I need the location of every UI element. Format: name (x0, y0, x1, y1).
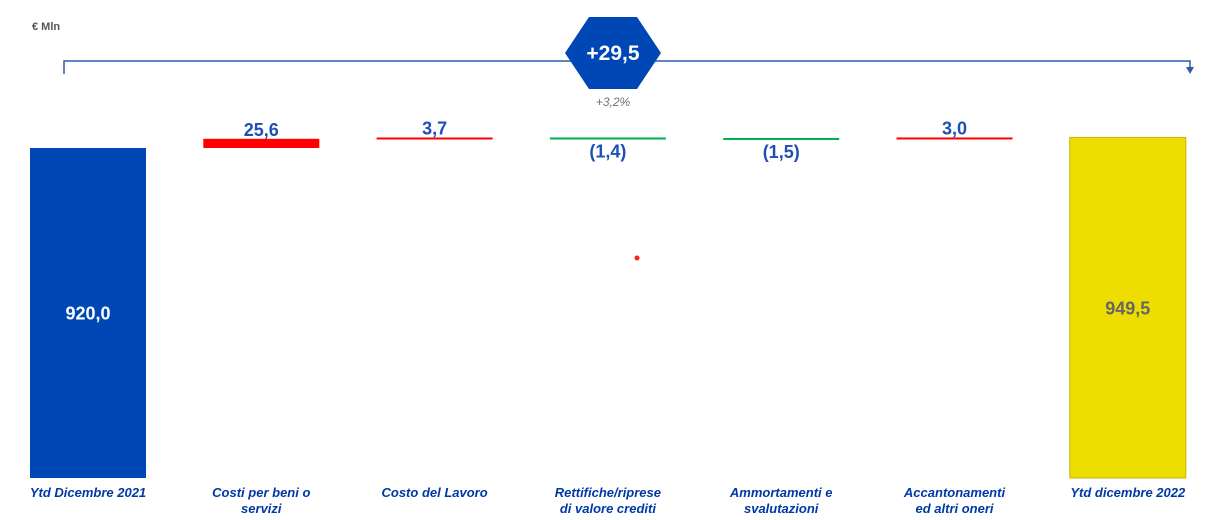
category-label-line: Accantonamenti (903, 485, 1006, 500)
bar-delta (203, 138, 320, 148)
data-label-delta: (1,4) (589, 141, 626, 161)
change-hexagon (565, 17, 661, 89)
category-label: Rettifiche/riprese di valore crediti (555, 485, 661, 516)
data-label-total: 920,0 (65, 304, 110, 324)
category-label-line: svalutazioni (744, 501, 819, 516)
unit-label: € Mln (32, 21, 60, 33)
bar-total (30, 148, 146, 478)
category-label-line: Costi per beni o (212, 485, 310, 500)
category-label-line: Ammortamenti e (729, 485, 833, 500)
category-labels-group: Ytd Dicembre 2021 Costi per beni o servizi… (30, 485, 1186, 516)
bar-delta (723, 137, 840, 140)
category-label-line: servizi (241, 501, 282, 516)
category-label-line: Ytd dicembre 2022 (1070, 485, 1186, 500)
bar-delta (896, 137, 1013, 140)
category-label: Ammortamenti e svalutazioni (729, 485, 833, 516)
category-label: Costi per beni o servizi (212, 485, 310, 516)
data-label-total: 949,5 (1105, 299, 1150, 319)
total-change-percent: +3,2% (596, 95, 631, 109)
category-label: Costo del Lavoro (382, 485, 488, 500)
data-label-delta: 3,7 (422, 118, 447, 138)
bar-delta (549, 137, 666, 140)
marker-dot (634, 255, 640, 261)
category-label-line: Ytd Dicembre 2021 (30, 485, 146, 500)
category-label-line: Rettifiche/riprese (555, 485, 661, 500)
data-label-delta: (1,5) (763, 142, 800, 162)
category-label-line: ed altri oneri (915, 501, 993, 516)
total-change-label: +29,5 (586, 42, 639, 65)
bar-delta (376, 137, 493, 140)
category-label: Ytd dicembre 2022 (1070, 485, 1186, 500)
data-label-delta: 3,0 (942, 118, 967, 138)
category-label: Accantonamenti ed altri oneri (903, 485, 1006, 516)
category-label: Ytd Dicembre 2021 (30, 485, 146, 500)
bar-total (1069, 136, 1187, 479)
category-label-line: di valore crediti (560, 501, 656, 516)
data-labels-group: 920,0 25,6 3,7 (1,4) (1,5) 3,0 949,5 (65, 118, 1150, 323)
category-label-line: Costo del Lavoro (382, 485, 488, 500)
data-label-delta: 25,6 (244, 120, 279, 140)
change-bracket: +29,5 +3,2% (63, 17, 1194, 109)
bars-group (30, 136, 1187, 479)
arrow-down-icon (1186, 67, 1194, 74)
